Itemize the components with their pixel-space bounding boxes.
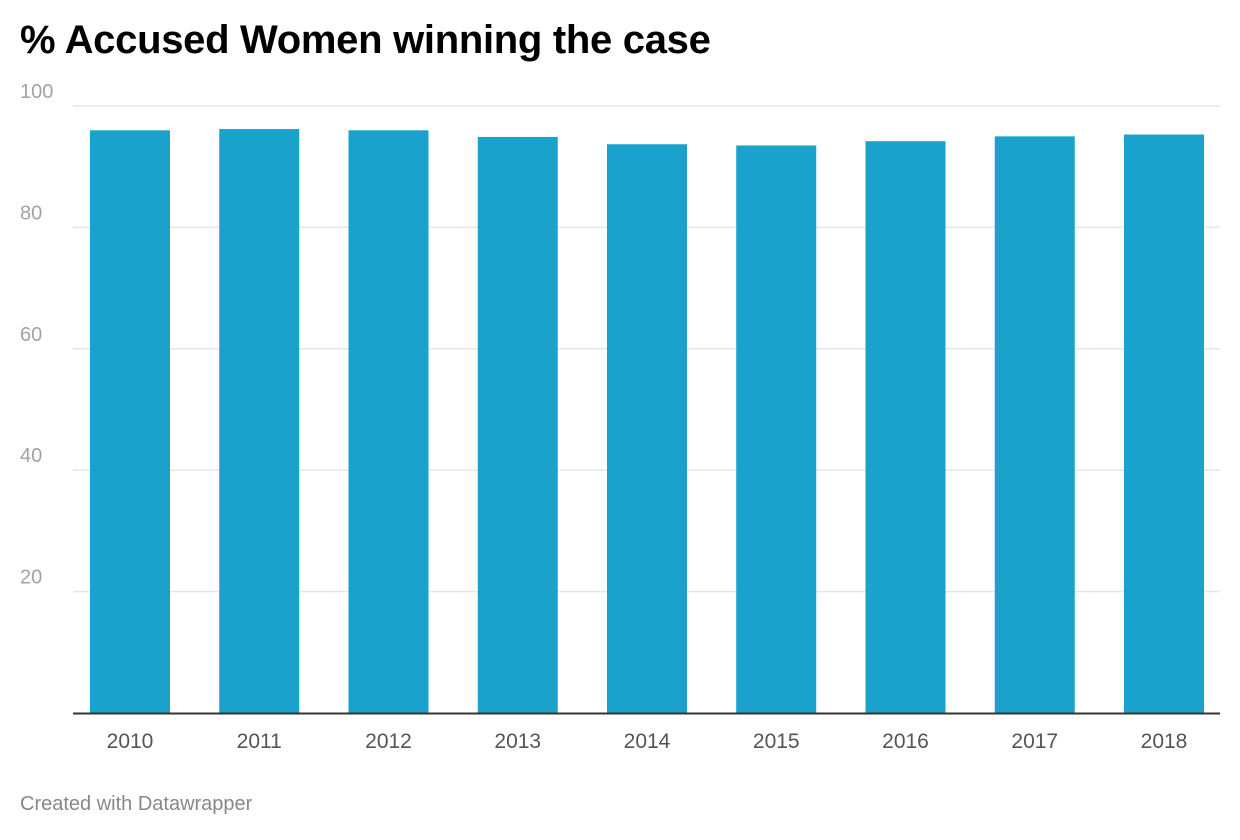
bar-2013 bbox=[477, 136, 558, 713]
bars bbox=[90, 129, 1204, 714]
x-tick-label: 2013 bbox=[494, 730, 541, 753]
bar-2018 bbox=[1124, 134, 1204, 714]
x-tick-label: 2017 bbox=[1011, 730, 1058, 753]
bar-2012 bbox=[348, 130, 429, 713]
bar-2010 bbox=[90, 130, 170, 713]
x-tick-label: 2015 bbox=[753, 730, 800, 753]
x-tick-label: 2010 bbox=[107, 730, 154, 753]
y-tick-label: 40 bbox=[20, 445, 42, 467]
bar-2017 bbox=[994, 136, 1075, 714]
credit-text: Created with Datawrapper bbox=[20, 793, 253, 815]
x-tick-label: 2011 bbox=[237, 730, 282, 753]
bar-2011 bbox=[219, 129, 300, 714]
bar-2014 bbox=[607, 144, 687, 714]
y-tick-label: 80 bbox=[20, 202, 42, 224]
y-tick-label: 60 bbox=[20, 324, 42, 346]
x-tick-label: 2014 bbox=[624, 730, 671, 753]
x-tick-label: 2018 bbox=[1141, 730, 1188, 753]
y-axis-tick-labels: 20 40 60 80 100 bbox=[20, 81, 53, 589]
y-tick-label: 100 bbox=[20, 81, 53, 103]
x-tick-label: 2012 bbox=[365, 730, 412, 753]
x-tick-label: 2016 bbox=[882, 730, 929, 753]
bar-2015 bbox=[736, 145, 817, 713]
chart-title: % Accused Women winning the case bbox=[20, 18, 711, 62]
y-tick-label: 20 bbox=[20, 567, 42, 589]
bar-2016 bbox=[865, 141, 946, 713]
x-axis-tick-labels: 2010 2011 2012 2013 2014 2015 2016 2017 2018 bbox=[107, 730, 1188, 753]
